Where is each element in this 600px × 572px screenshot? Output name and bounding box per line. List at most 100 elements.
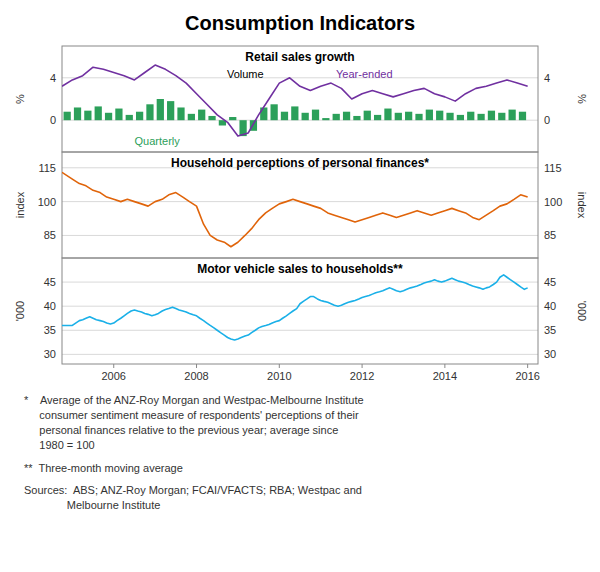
y-tick-label: 100 <box>38 196 56 208</box>
y-tick-label: 0 <box>50 114 56 126</box>
bar <box>136 112 143 120</box>
bar <box>126 115 133 120</box>
bar <box>229 117 236 120</box>
y2-tick-label: 115 <box>544 162 562 174</box>
panel-title: Motor vehicle sales to households** <box>197 262 403 276</box>
bar <box>84 111 91 121</box>
bar <box>446 113 453 120</box>
y2-tick-label: 45 <box>544 276 556 288</box>
bar <box>105 113 112 120</box>
bar <box>415 114 422 120</box>
y-tick-label: 4 <box>50 72 56 84</box>
panel: 8510011585100115indexindexHousehold perc… <box>14 152 588 258</box>
grid-line <box>62 354 538 355</box>
bar <box>364 111 371 121</box>
y2-tick-label: 4 <box>544 72 550 84</box>
bar <box>488 111 495 121</box>
y-tick-label: 45 <box>44 276 56 288</box>
grid-line <box>62 330 538 331</box>
bar <box>281 112 288 120</box>
grid-line <box>62 282 538 283</box>
y2-tick-label: 100 <box>544 196 562 208</box>
y-tick-label: 30 <box>44 348 56 360</box>
bar <box>208 116 215 120</box>
bar <box>384 109 391 121</box>
y-axis-label: index <box>14 191 26 218</box>
x-tick-label: 2008 <box>184 370 208 382</box>
y2-tick-label: 30 <box>544 348 556 360</box>
x-tick <box>196 364 197 368</box>
bar <box>436 111 443 121</box>
chart-canvas: Consumption Indicators0404%%Retail sales… <box>0 0 600 572</box>
bar <box>74 107 81 120</box>
series-label: Quarterly <box>135 135 181 147</box>
bar <box>477 114 484 120</box>
x-tick-label: 2014 <box>433 370 457 382</box>
bar <box>312 110 319 121</box>
y-tick-label: 85 <box>44 229 56 241</box>
bar <box>291 106 298 120</box>
footnote: Sources: ABS; ANZ-Roy Morgan; FCAI/VFACT… <box>24 484 362 496</box>
x-tick-label: 2006 <box>101 370 125 382</box>
plot-marks <box>62 172 528 246</box>
x-tick <box>444 364 445 368</box>
footnote: 1980 = 100 <box>24 439 95 451</box>
y2-tick-label: 35 <box>544 324 556 336</box>
bar <box>198 110 205 121</box>
line <box>62 172 528 246</box>
chart-title: Consumption Indicators <box>185 12 415 34</box>
panel-title: Household perceptions of personal financ… <box>171 156 429 170</box>
bar <box>115 109 122 121</box>
bar <box>395 113 402 120</box>
bar <box>333 114 340 120</box>
grid-line <box>62 306 538 307</box>
y-tick-label: 35 <box>44 324 56 336</box>
y2-tick-label: 0 <box>544 114 550 126</box>
y-axis-label: '000 <box>14 301 26 321</box>
plot-frame <box>62 46 538 152</box>
y2-axis-label: '000 <box>576 301 588 321</box>
grid-line <box>62 77 538 78</box>
y-axis-label: % <box>14 94 26 104</box>
grid-line <box>62 235 538 236</box>
y2-tick-label: 40 <box>544 300 556 312</box>
plot-frame <box>62 152 538 258</box>
line <box>62 275 528 340</box>
bar <box>353 116 360 120</box>
bar <box>188 114 195 120</box>
y2-tick-label: 85 <box>544 229 556 241</box>
bar <box>509 110 516 121</box>
bar <box>167 101 174 120</box>
bar <box>374 115 381 120</box>
bar <box>177 107 184 120</box>
bar <box>302 113 309 120</box>
bar <box>146 104 153 120</box>
plot-frame <box>62 258 538 364</box>
panel: 3035404530354045200620082010201220142016… <box>14 258 588 382</box>
bar <box>498 113 505 120</box>
bar <box>322 118 329 120</box>
y-tick-label: 40 <box>44 300 56 312</box>
y2-axis-label: % <box>576 94 588 104</box>
bar <box>157 99 164 120</box>
grid-line <box>62 120 538 121</box>
y2-axis-label: index <box>576 192 588 219</box>
x-tick <box>113 364 114 368</box>
x-tick <box>527 364 528 368</box>
bar <box>343 112 350 120</box>
bar <box>426 110 433 121</box>
x-tick-label: 2016 <box>515 370 539 382</box>
footnote: personal finances relative to the previo… <box>24 424 338 436</box>
footnote: * Average of the ANZ-Roy Morgan and West… <box>24 394 364 406</box>
bar <box>457 115 464 120</box>
bar <box>95 106 102 120</box>
series-label: Year-ended <box>336 68 392 80</box>
bar <box>64 112 71 120</box>
plot-marks <box>62 65 528 136</box>
bar <box>271 104 278 120</box>
footnote: consumer sentiment measure of respondent… <box>24 409 359 421</box>
annotation: Volume <box>227 68 264 80</box>
line <box>62 65 528 136</box>
x-tick-label: 2012 <box>350 370 374 382</box>
bar <box>405 112 412 120</box>
